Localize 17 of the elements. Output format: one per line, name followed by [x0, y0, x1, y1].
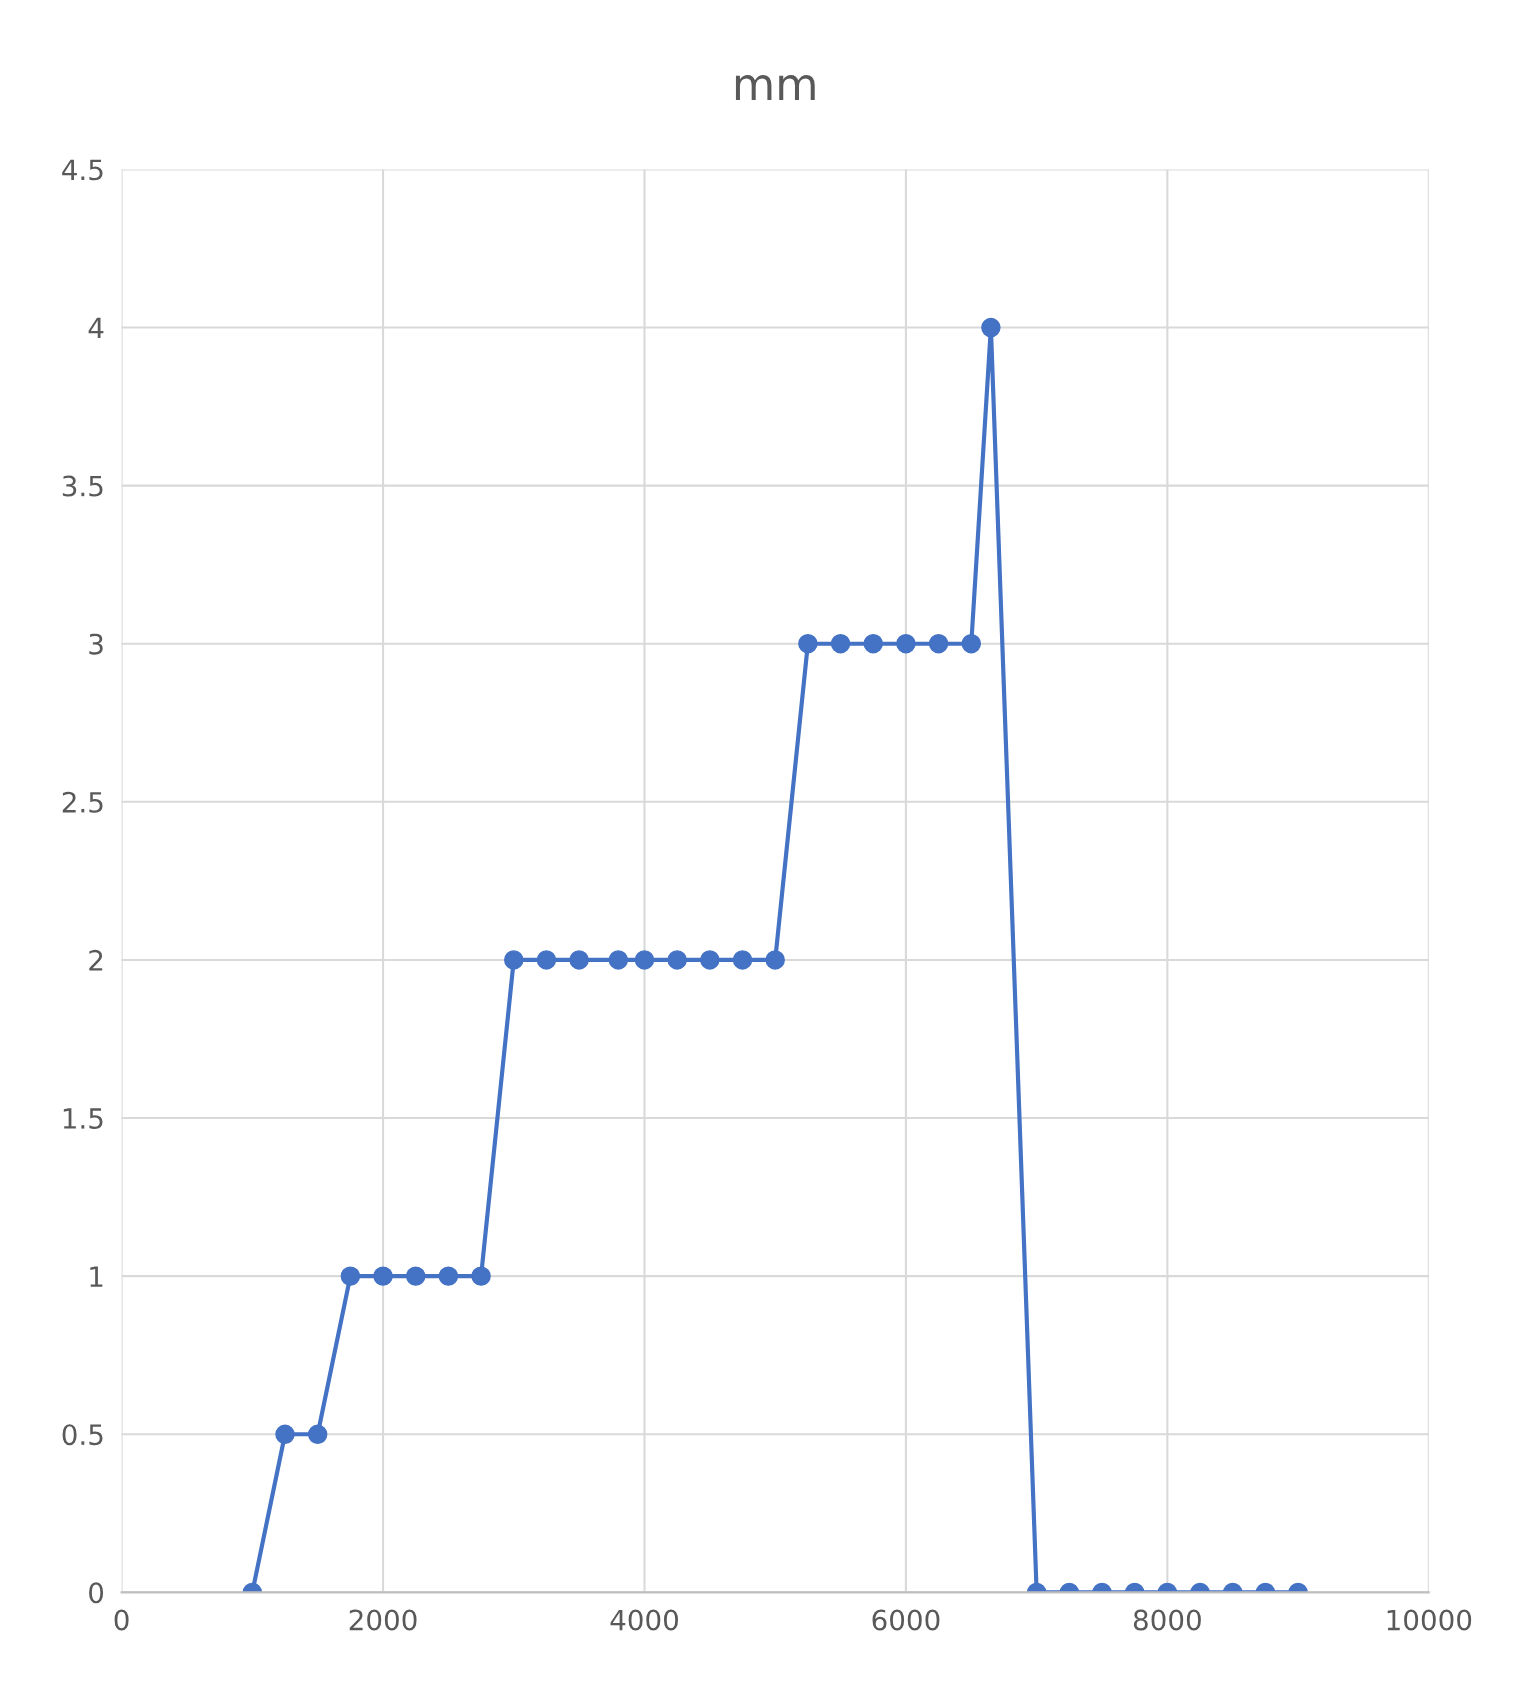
y-tick-label: 2.5 [62, 791, 103, 813]
x-tick-label: 4000 [610, 1609, 678, 1631]
chart-title: mm [735, 75, 815, 100]
y-tick-label: 1 [90, 1266, 103, 1287]
y-tick-label: 0.5 [62, 1424, 103, 1446]
y-tick-label: 4 [88, 317, 104, 339]
x-tick-label: 2000 [349, 1609, 417, 1631]
x-tick-label: 10000 [1387, 1609, 1472, 1631]
y-tick-label: 2 [89, 949, 103, 971]
x-tick-label: 6000 [872, 1609, 940, 1631]
y-tick-label: 3.5 [62, 475, 103, 497]
x-tick-label: 8000 [1133, 1609, 1201, 1631]
y-tick-label: 0 [89, 1582, 104, 1604]
y-tick-label: 1.5 [63, 1108, 103, 1129]
y-tick-label: 3 [89, 633, 103, 655]
y-tick-label: 4.5 [62, 159, 103, 181]
x-tick-label: 0 [114, 1609, 129, 1631]
